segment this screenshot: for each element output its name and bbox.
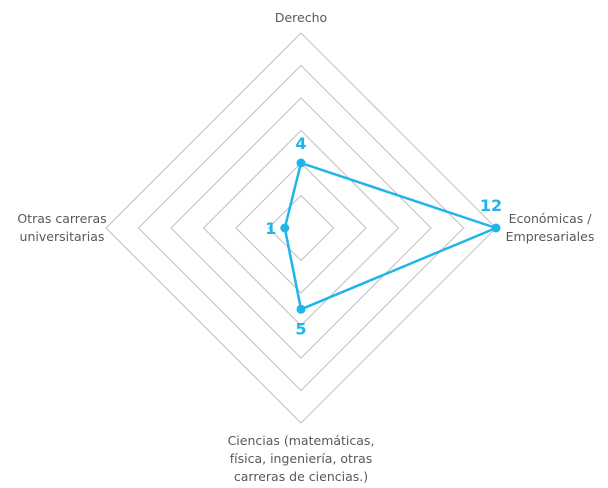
data-point-3 bbox=[280, 223, 290, 233]
grid-ring-4 bbox=[170, 97, 432, 359]
axis-label-3: Otras carreras universitarias bbox=[17, 211, 106, 244]
axis-label-line: Otras carreras bbox=[17, 211, 106, 226]
axis-label-line: Derecho bbox=[275, 10, 327, 25]
data-label-layer: 4 12 5 1 bbox=[265, 134, 502, 338]
data-point-1 bbox=[491, 223, 501, 233]
axis-label-line: Empresariales bbox=[506, 229, 595, 244]
axis-label-layer: Derecho Económicas / Empresariales Ciencias… bbox=[17, 10, 594, 484]
axis-label-line: universitarias bbox=[20, 229, 105, 244]
grid-ring-5 bbox=[137, 64, 465, 392]
axis-label-1: Económicas / Empresariales bbox=[506, 211, 595, 244]
data-label-3: 1 bbox=[265, 219, 276, 238]
grid-ring-3 bbox=[202, 129, 400, 327]
axis-label-line: Ciencias (matemáticas, bbox=[228, 433, 375, 448]
data-point-0 bbox=[296, 158, 306, 168]
data-label-2: 5 bbox=[295, 319, 306, 338]
axis-label-2: Ciencias (matemáticas, física, ingeniería… bbox=[228, 433, 375, 484]
series-layer bbox=[280, 158, 501, 314]
data-point-2 bbox=[296, 304, 306, 314]
axis-label-0: Derecho bbox=[275, 10, 327, 25]
axis-label-line: física, ingeniería, otras bbox=[230, 451, 373, 466]
axis-label-line: carreras de ciencias.) bbox=[234, 469, 368, 484]
axis-label-line: Económicas / bbox=[509, 211, 593, 226]
grid-ring-2 bbox=[235, 162, 367, 294]
grid-ring-6 bbox=[105, 32, 497, 424]
grid-layer bbox=[105, 32, 497, 424]
grid-ring-1 bbox=[267, 194, 335, 262]
data-label-1: 12 bbox=[480, 196, 502, 215]
data-label-0: 4 bbox=[295, 134, 306, 153]
